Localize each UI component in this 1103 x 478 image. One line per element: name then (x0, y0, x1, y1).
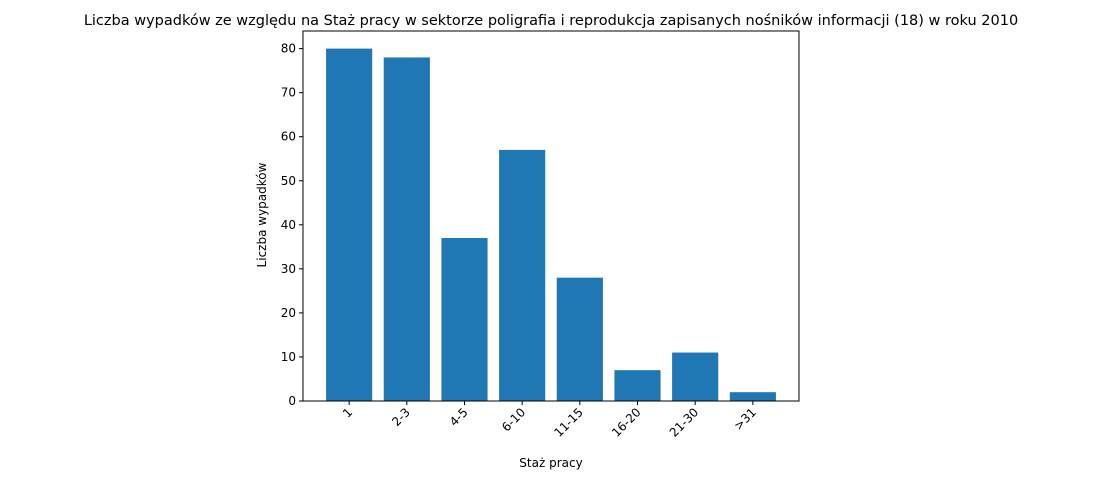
bar-1 (383, 57, 430, 402)
y-tick-label-2: 20 (281, 306, 296, 320)
y-tick-label-8: 80 (281, 42, 296, 56)
plot-area: 1 2-3 4-5 6-10 11-15 16-20 21-30 >31 0 10 20 30 40 50… (281, 30, 800, 440)
axes-frame (302, 30, 800, 402)
chart-title: Liczba wypadków ze względu na Staż pracy… (84, 13, 1018, 29)
x-axis-label: Staż pracy (519, 456, 582, 470)
y-tick-label-7: 70 (281, 86, 296, 100)
y-tick-label-5: 50 (281, 174, 296, 188)
y-tick-label-3: 30 (281, 262, 296, 276)
y-tick-label-0: 0 (288, 394, 296, 408)
x-tick-label-0: 1 (340, 405, 355, 420)
y-tick-label-4: 40 (281, 218, 296, 232)
x-tick-label-1: 2-3 (389, 405, 413, 429)
x-tick-label-2: 4-5 (447, 405, 471, 429)
bar-7 (729, 392, 776, 401)
x-tick-label-3: 6-10 (499, 405, 528, 434)
x-tick-label-7: >31 (731, 405, 759, 433)
x-tick-label-4: 11-15 (551, 405, 586, 440)
y-axis-label: Liczba wypadków (255, 162, 269, 267)
bar-5 (614, 370, 661, 401)
y-tick-label-6: 60 (281, 130, 296, 144)
bar-6 (672, 352, 719, 401)
y-tick-label-1: 10 (281, 350, 296, 364)
bar-3 (499, 149, 546, 401)
x-tick-label-6: 21-30 (667, 405, 702, 440)
bar-0 (326, 48, 373, 401)
bar-4 (556, 277, 603, 401)
x-tick-label-5: 16-20 (609, 405, 644, 440)
bar-2 (441, 238, 488, 401)
